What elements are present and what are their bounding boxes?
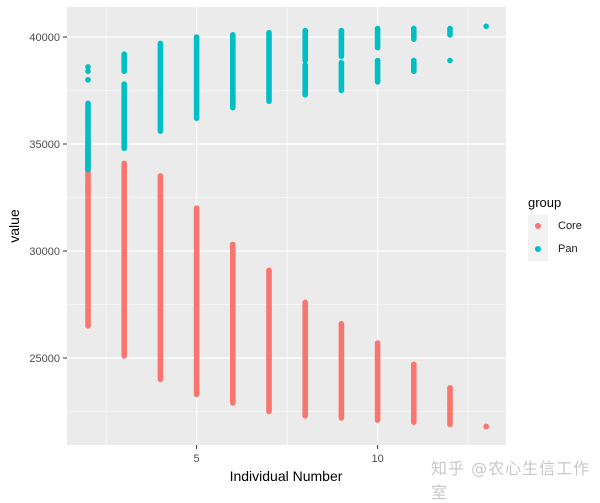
series-core (85, 139, 490, 430)
legend: group Core Pan (528, 195, 582, 261)
legend-item-pan: Pan (528, 237, 582, 260)
gridlines (67, 7, 506, 445)
y-tick-label: 25000 (29, 353, 60, 365)
pan-dot-icon (535, 245, 541, 252)
y-tick-label: 40000 (29, 32, 60, 44)
legend-title: group (528, 195, 562, 210)
data-points (85, 23, 490, 430)
watermark: 知乎 @农心生信工作室 (431, 459, 591, 502)
series-pan (85, 23, 490, 173)
legend-key-background (528, 215, 548, 261)
scatter-plot: 5 10 25000 30000 35000 40000 Individual Numbe… (6, 7, 506, 484)
plot-panel (67, 7, 506, 445)
x-tick-label: 5 (194, 453, 200, 465)
y-tick-label: 35000 (29, 139, 60, 151)
y-axis-title: value (6, 209, 22, 243)
x-axis-title: Individual Number (230, 468, 343, 484)
legend-label-pan: Pan (558, 242, 578, 255)
axes: 5 10 25000 30000 35000 40000 (29, 32, 383, 465)
x-tick-label: 10 (371, 453, 383, 465)
y-tick-label: 30000 (29, 246, 60, 258)
legend-label-core: Core (558, 219, 582, 232)
core-dot-icon (535, 222, 541, 229)
legend-item-core: Core (528, 214, 582, 237)
